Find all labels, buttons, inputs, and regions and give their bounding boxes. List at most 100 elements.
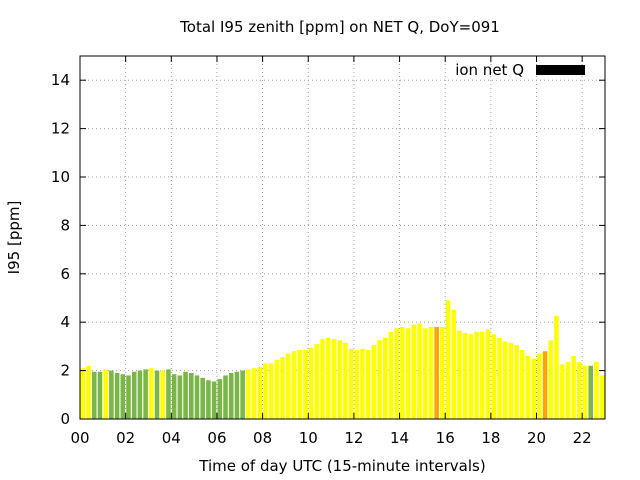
bar <box>445 300 451 419</box>
bar <box>274 359 280 419</box>
bar <box>97 371 103 419</box>
bar <box>594 362 599 419</box>
bar <box>337 340 342 419</box>
bar <box>383 337 388 419</box>
bar <box>577 362 582 419</box>
bar <box>588 365 594 419</box>
bar <box>160 370 166 419</box>
bar <box>348 348 354 419</box>
x-tick-label: 14 <box>390 429 409 447</box>
x-tick-label: 04 <box>162 429 181 447</box>
bar <box>206 380 211 419</box>
bar <box>137 370 143 419</box>
bar <box>480 331 485 419</box>
y-tick-label: 2 <box>60 362 70 380</box>
bar <box>411 324 417 419</box>
bar <box>434 327 439 419</box>
bar <box>188 373 194 419</box>
bar <box>234 371 240 419</box>
bar <box>451 310 457 419</box>
bar <box>548 340 554 419</box>
bar <box>514 345 519 419</box>
x-tick-label: 22 <box>573 429 592 447</box>
x-tick-label: 16 <box>436 429 455 447</box>
chart-title: Total I95 zenith [ppm] on NET Q, DoY=091 <box>179 18 500 36</box>
bar <box>114 373 120 419</box>
bar <box>194 375 200 419</box>
bar <box>303 350 308 419</box>
bar <box>228 373 234 419</box>
bar <box>131 371 137 419</box>
y-tick-label: 12 <box>51 120 70 138</box>
bar <box>354 350 360 419</box>
bar <box>428 327 434 419</box>
bar <box>154 370 160 419</box>
plot-frame <box>79 55 606 420</box>
bar <box>246 369 251 419</box>
bar <box>171 374 177 419</box>
bar <box>405 328 411 419</box>
bar <box>365 350 371 419</box>
bar <box>257 366 263 419</box>
x-tick-label: 18 <box>481 429 500 447</box>
bar <box>542 351 548 419</box>
bar <box>559 364 565 419</box>
bar <box>91 371 97 419</box>
bar <box>280 357 285 419</box>
grid <box>80 56 605 419</box>
y-tick-label: 6 <box>60 265 70 283</box>
bar <box>268 363 274 419</box>
bar <box>400 327 405 419</box>
x-tick-label: 06 <box>207 429 226 447</box>
bar <box>388 331 394 419</box>
bar <box>331 339 337 419</box>
bar <box>599 375 605 419</box>
bar <box>103 369 108 419</box>
bar <box>109 370 114 419</box>
bar <box>120 374 126 419</box>
bar <box>223 375 228 419</box>
bar <box>462 333 468 419</box>
bar <box>371 345 377 419</box>
x-tick-label: 10 <box>299 429 318 447</box>
bar <box>485 329 491 419</box>
bar <box>240 370 245 419</box>
bar <box>308 347 314 419</box>
bar <box>314 343 320 419</box>
bar <box>183 371 188 419</box>
legend-label: ion net Q <box>455 61 524 79</box>
y-tick-label: 10 <box>51 168 70 186</box>
bar <box>508 342 514 419</box>
bar <box>86 365 91 419</box>
bar <box>491 334 497 419</box>
bar <box>531 358 536 419</box>
bar <box>554 316 559 419</box>
bar <box>143 369 148 419</box>
bar <box>502 341 508 419</box>
bar <box>360 348 365 419</box>
y-tick-label: 0 <box>60 410 70 428</box>
bar <box>263 363 268 419</box>
bar <box>343 342 348 419</box>
bar <box>474 331 479 419</box>
y-axis-label: I95 [ppm] <box>5 201 23 275</box>
bar <box>320 339 325 419</box>
bar <box>497 337 502 419</box>
bar <box>537 353 542 419</box>
bars <box>80 300 605 419</box>
x-axis-label: Time of day UTC (15-minute intervals) <box>198 457 485 475</box>
legend: ion net Q <box>455 61 585 79</box>
bar <box>394 328 399 419</box>
bar <box>149 368 154 419</box>
bar <box>80 368 86 419</box>
bar <box>177 375 183 419</box>
bar <box>291 351 297 419</box>
x-tick-label: 00 <box>70 429 89 447</box>
bar <box>166 369 171 419</box>
bar <box>286 353 291 419</box>
bar <box>519 350 525 419</box>
bar <box>582 365 588 419</box>
bar <box>417 323 422 419</box>
